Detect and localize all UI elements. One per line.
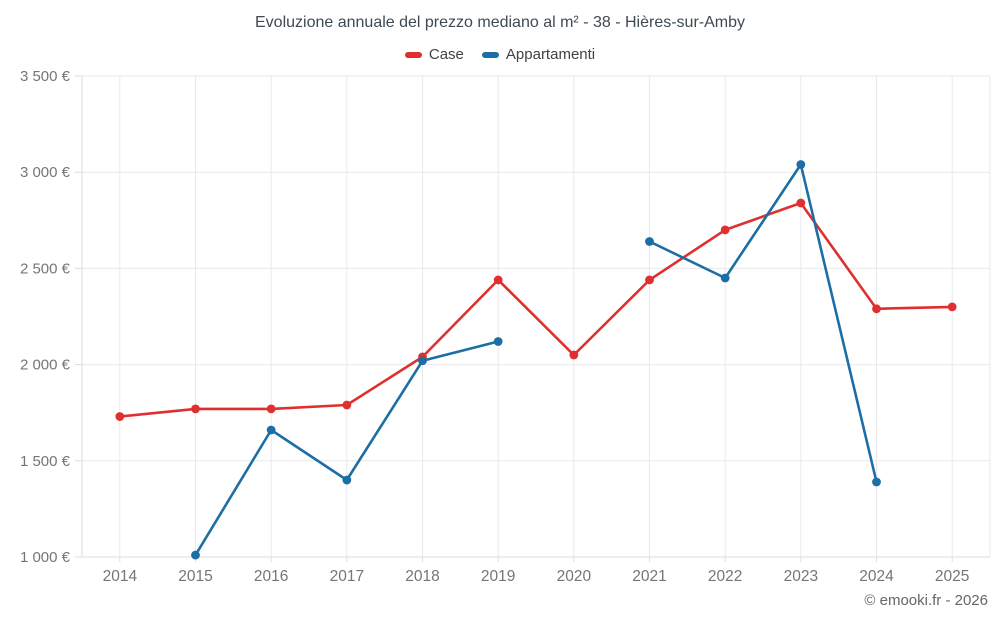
- y-tick-label: 3 500 €: [20, 68, 71, 85]
- x-tick-label: 2014: [103, 568, 138, 585]
- appartamenti-marker-2017[interactable]: [342, 475, 352, 485]
- y-tick-label: 2 500 €: [20, 260, 71, 277]
- x-tick-label: 2024: [859, 568, 894, 585]
- legend-label-case: Case: [428, 46, 464, 63]
- case-line: [118, 201, 954, 418]
- x-tick-label: 2021: [632, 568, 666, 585]
- y-tick-label: 2 000 €: [20, 357, 71, 374]
- legend-label-appartamenti: Appartamenti: [505, 46, 596, 63]
- x-tick-label: 2020: [557, 568, 592, 585]
- x-tick-label: 2017: [330, 568, 364, 585]
- case-marker-2022[interactable]: [720, 225, 730, 235]
- case-marker-2021[interactable]: [645, 275, 654, 285]
- legend-item-appartamenti[interactable]: Appartamenti: [481, 46, 596, 63]
- appartamenti-marker-2018[interactable]: [418, 356, 427, 366]
- x-tick-label: 2022: [708, 568, 742, 585]
- appartamenti-marker-2023[interactable]: [796, 160, 806, 169]
- x-tick-label: 2025: [935, 568, 969, 585]
- case-marker-2020[interactable]: [569, 350, 579, 360]
- y-tick-label: 1 000 €: [20, 549, 71, 566]
- appartamenti-marker-2024[interactable]: [872, 477, 881, 487]
- case-marker-2019[interactable]: [493, 275, 503, 285]
- y-tick-label: 1 500 €: [20, 453, 71, 470]
- legend-item-case[interactable]: Case: [404, 46, 464, 63]
- y-tick-label: 3 000 €: [20, 164, 71, 181]
- appartamenti-marker-2022[interactable]: [720, 273, 730, 283]
- x-tick-label: 2018: [405, 568, 439, 585]
- legend-swatch-case: [404, 51, 422, 58]
- case-marker-2024[interactable]: [872, 304, 881, 314]
- case-marker-2023[interactable]: [796, 198, 806, 208]
- chart-title: Evoluzione annuale del prezzo mediano al…: [255, 14, 745, 31]
- x-tick-label: 2016: [254, 568, 288, 585]
- copyright-credit: © emooki.fr - 2026: [864, 592, 988, 609]
- case-marker-2017[interactable]: [342, 400, 352, 410]
- appartamenti-marker-2015[interactable]: [191, 550, 200, 560]
- appartamenti-line: [648, 163, 878, 484]
- appartamenti-marker-2021[interactable]: [645, 237, 654, 246]
- x-tick-label: 2015: [178, 568, 212, 585]
- legend-swatch-appartamenti: [481, 51, 499, 58]
- appartamenti-marker-2016[interactable]: [266, 425, 276, 435]
- case-marker-2025[interactable]: [947, 302, 957, 312]
- x-tick-label: 2019: [481, 568, 515, 585]
- appartamenti-marker-2019[interactable]: [493, 337, 503, 346]
- case-marker-2014[interactable]: [115, 412, 125, 421]
- chart-legend: Case Appartamenti: [0, 46, 1000, 63]
- x-tick-label: 2023: [784, 568, 818, 585]
- case-marker-2015[interactable]: [191, 404, 200, 414]
- case-marker-2016[interactable]: [266, 404, 276, 414]
